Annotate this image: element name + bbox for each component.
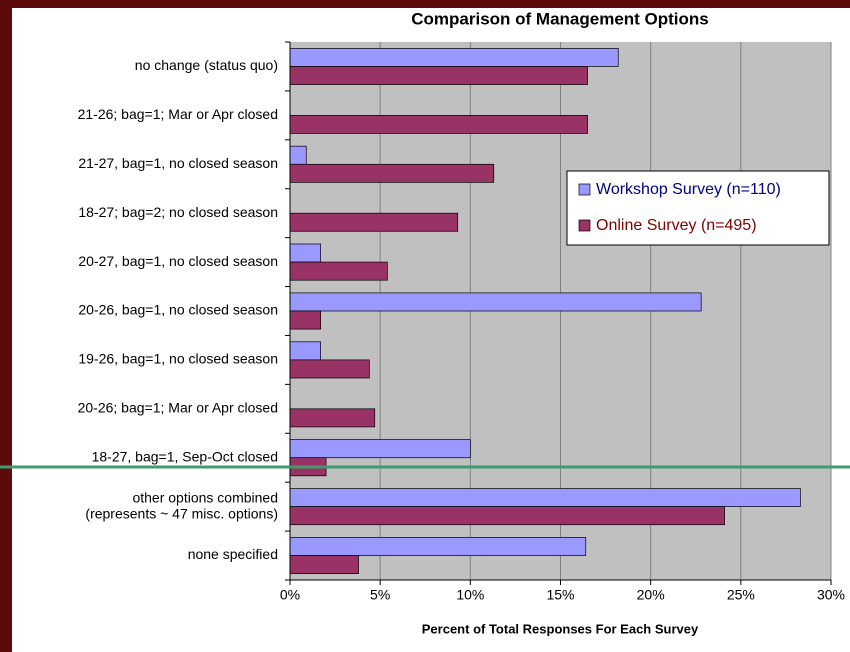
x-tick-label: 30% bbox=[817, 587, 845, 603]
x-axis-label: Percent of Total Responses For Each Surv… bbox=[422, 621, 699, 636]
y-tick-label: 20-27, bag=1, no closed season bbox=[78, 253, 278, 269]
bar bbox=[289, 341, 322, 361]
plot: 0% 5% 10% 15% 20% 25% 30% no change (status quo… bbox=[78, 41, 845, 603]
x-tick-label: 0% bbox=[280, 587, 300, 603]
y-tick-label: 20-26; bag=1; Mar or Apr closed bbox=[78, 400, 278, 416]
legend: Workshop Survey (n=110) Online Survey (n=… bbox=[566, 170, 830, 246]
bar bbox=[289, 48, 619, 67]
y-tick-label: 19-26, bag=1, no closed season bbox=[78, 351, 278, 367]
y-tick-label: none specified bbox=[188, 546, 278, 562]
legend-box bbox=[566, 170, 830, 246]
bar bbox=[289, 145, 307, 165]
bar bbox=[289, 261, 388, 281]
y-tick-label: other options combined (represents ~ 47 m… bbox=[85, 489, 278, 521]
bar bbox=[289, 163, 495, 183]
x-tick-label: 20% bbox=[637, 587, 665, 603]
bar bbox=[289, 506, 725, 526]
bar bbox=[289, 66, 588, 85]
legend-swatch bbox=[578, 183, 591, 196]
x-tick-label: 10% bbox=[456, 587, 484, 603]
bar bbox=[289, 408, 376, 428]
bar bbox=[289, 359, 370, 379]
x-tick-label: 25% bbox=[727, 587, 755, 603]
x-tick-label: 5% bbox=[370, 587, 390, 603]
bar bbox=[289, 212, 459, 232]
bar bbox=[289, 292, 702, 312]
side-strip bbox=[0, 0, 12, 652]
legend-label: Workshop Survey (n=110) bbox=[596, 181, 781, 198]
header-strip bbox=[0, 0, 850, 8]
y-tick-label: no change (status quo) bbox=[135, 57, 278, 73]
bar bbox=[289, 310, 322, 330]
bar bbox=[289, 537, 587, 556]
legend-swatch bbox=[578, 219, 591, 232]
chart-title: Comparison of Management Options bbox=[411, 9, 709, 28]
y-tick-label: 20-26, bag=1, no closed season bbox=[78, 302, 278, 318]
x-tick-label: 15% bbox=[546, 587, 574, 603]
bar bbox=[289, 439, 471, 459]
bar bbox=[289, 243, 322, 263]
y-tick-label: 18-27, bag=1, Sep-Oct closed bbox=[92, 448, 278, 464]
bar bbox=[289, 488, 801, 507]
y-tick-label: 21-26; bag=1; Mar or Apr closed bbox=[78, 106, 278, 122]
legend-label: Online Survey (n=495) bbox=[596, 217, 757, 234]
bar bbox=[289, 555, 359, 574]
bar bbox=[289, 115, 588, 134]
y-tick-label: 18-27; bag=2; no closed season bbox=[78, 204, 278, 220]
y-tick-label: 21-27, bag=1, no closed season bbox=[78, 155, 278, 171]
